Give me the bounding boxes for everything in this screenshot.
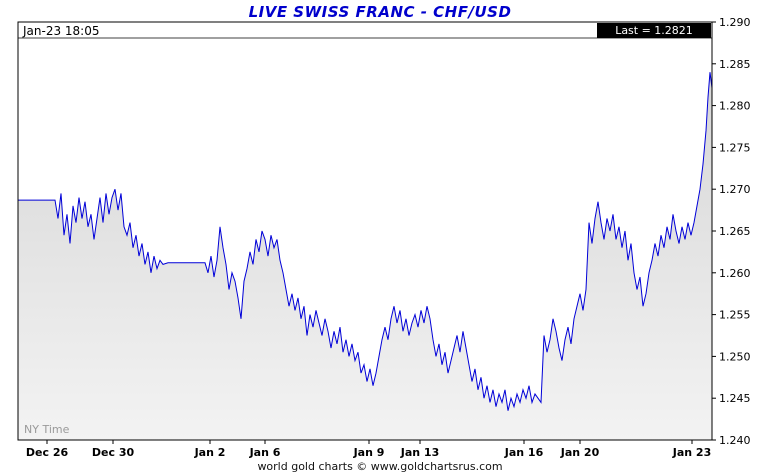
y-axis-label: 1.255 bbox=[719, 309, 751, 322]
y-axis-label: 1.280 bbox=[719, 100, 751, 113]
timestamp-label: Jan-23 18:05 bbox=[23, 24, 100, 38]
y-axis-label: 1.240 bbox=[719, 434, 751, 447]
x-axis-label: Jan 20 bbox=[560, 446, 600, 459]
y-axis-label: 1.250 bbox=[719, 350, 751, 363]
footer-credit: world gold charts © www.goldchartsrus.co… bbox=[257, 460, 503, 473]
x-axis-label: Jan 13 bbox=[400, 446, 439, 459]
y-axis-label: 1.260 bbox=[719, 267, 751, 280]
x-axis-label: Dec 26 bbox=[26, 446, 69, 459]
y-axis-label: 1.265 bbox=[719, 225, 751, 238]
y-axis-label: 1.275 bbox=[719, 141, 751, 154]
price-line bbox=[18, 72, 713, 411]
y-axis-label: 1.285 bbox=[719, 58, 751, 71]
x-axis-label: Jan 23 bbox=[672, 446, 711, 459]
x-axis-label: Jan 2 bbox=[194, 446, 226, 459]
ny-time-watermark: NY Time bbox=[24, 423, 70, 436]
last-price-badge: Last = 1.2821 bbox=[597, 23, 711, 38]
y-axis-label: 1.270 bbox=[719, 183, 751, 196]
y-axis-label: 1.290 bbox=[719, 16, 751, 29]
x-axis-label: Dec 30 bbox=[92, 446, 135, 459]
x-axis-label: Jan 6 bbox=[249, 446, 281, 459]
y-axis-label: 1.245 bbox=[719, 392, 751, 405]
x-axis-label: Jan 9 bbox=[353, 446, 385, 459]
x-axis-label: Jan 16 bbox=[504, 446, 544, 459]
page-title: LIVE SWISS FRANC - CHF/USD bbox=[248, 3, 512, 21]
price-area bbox=[18, 72, 712, 440]
